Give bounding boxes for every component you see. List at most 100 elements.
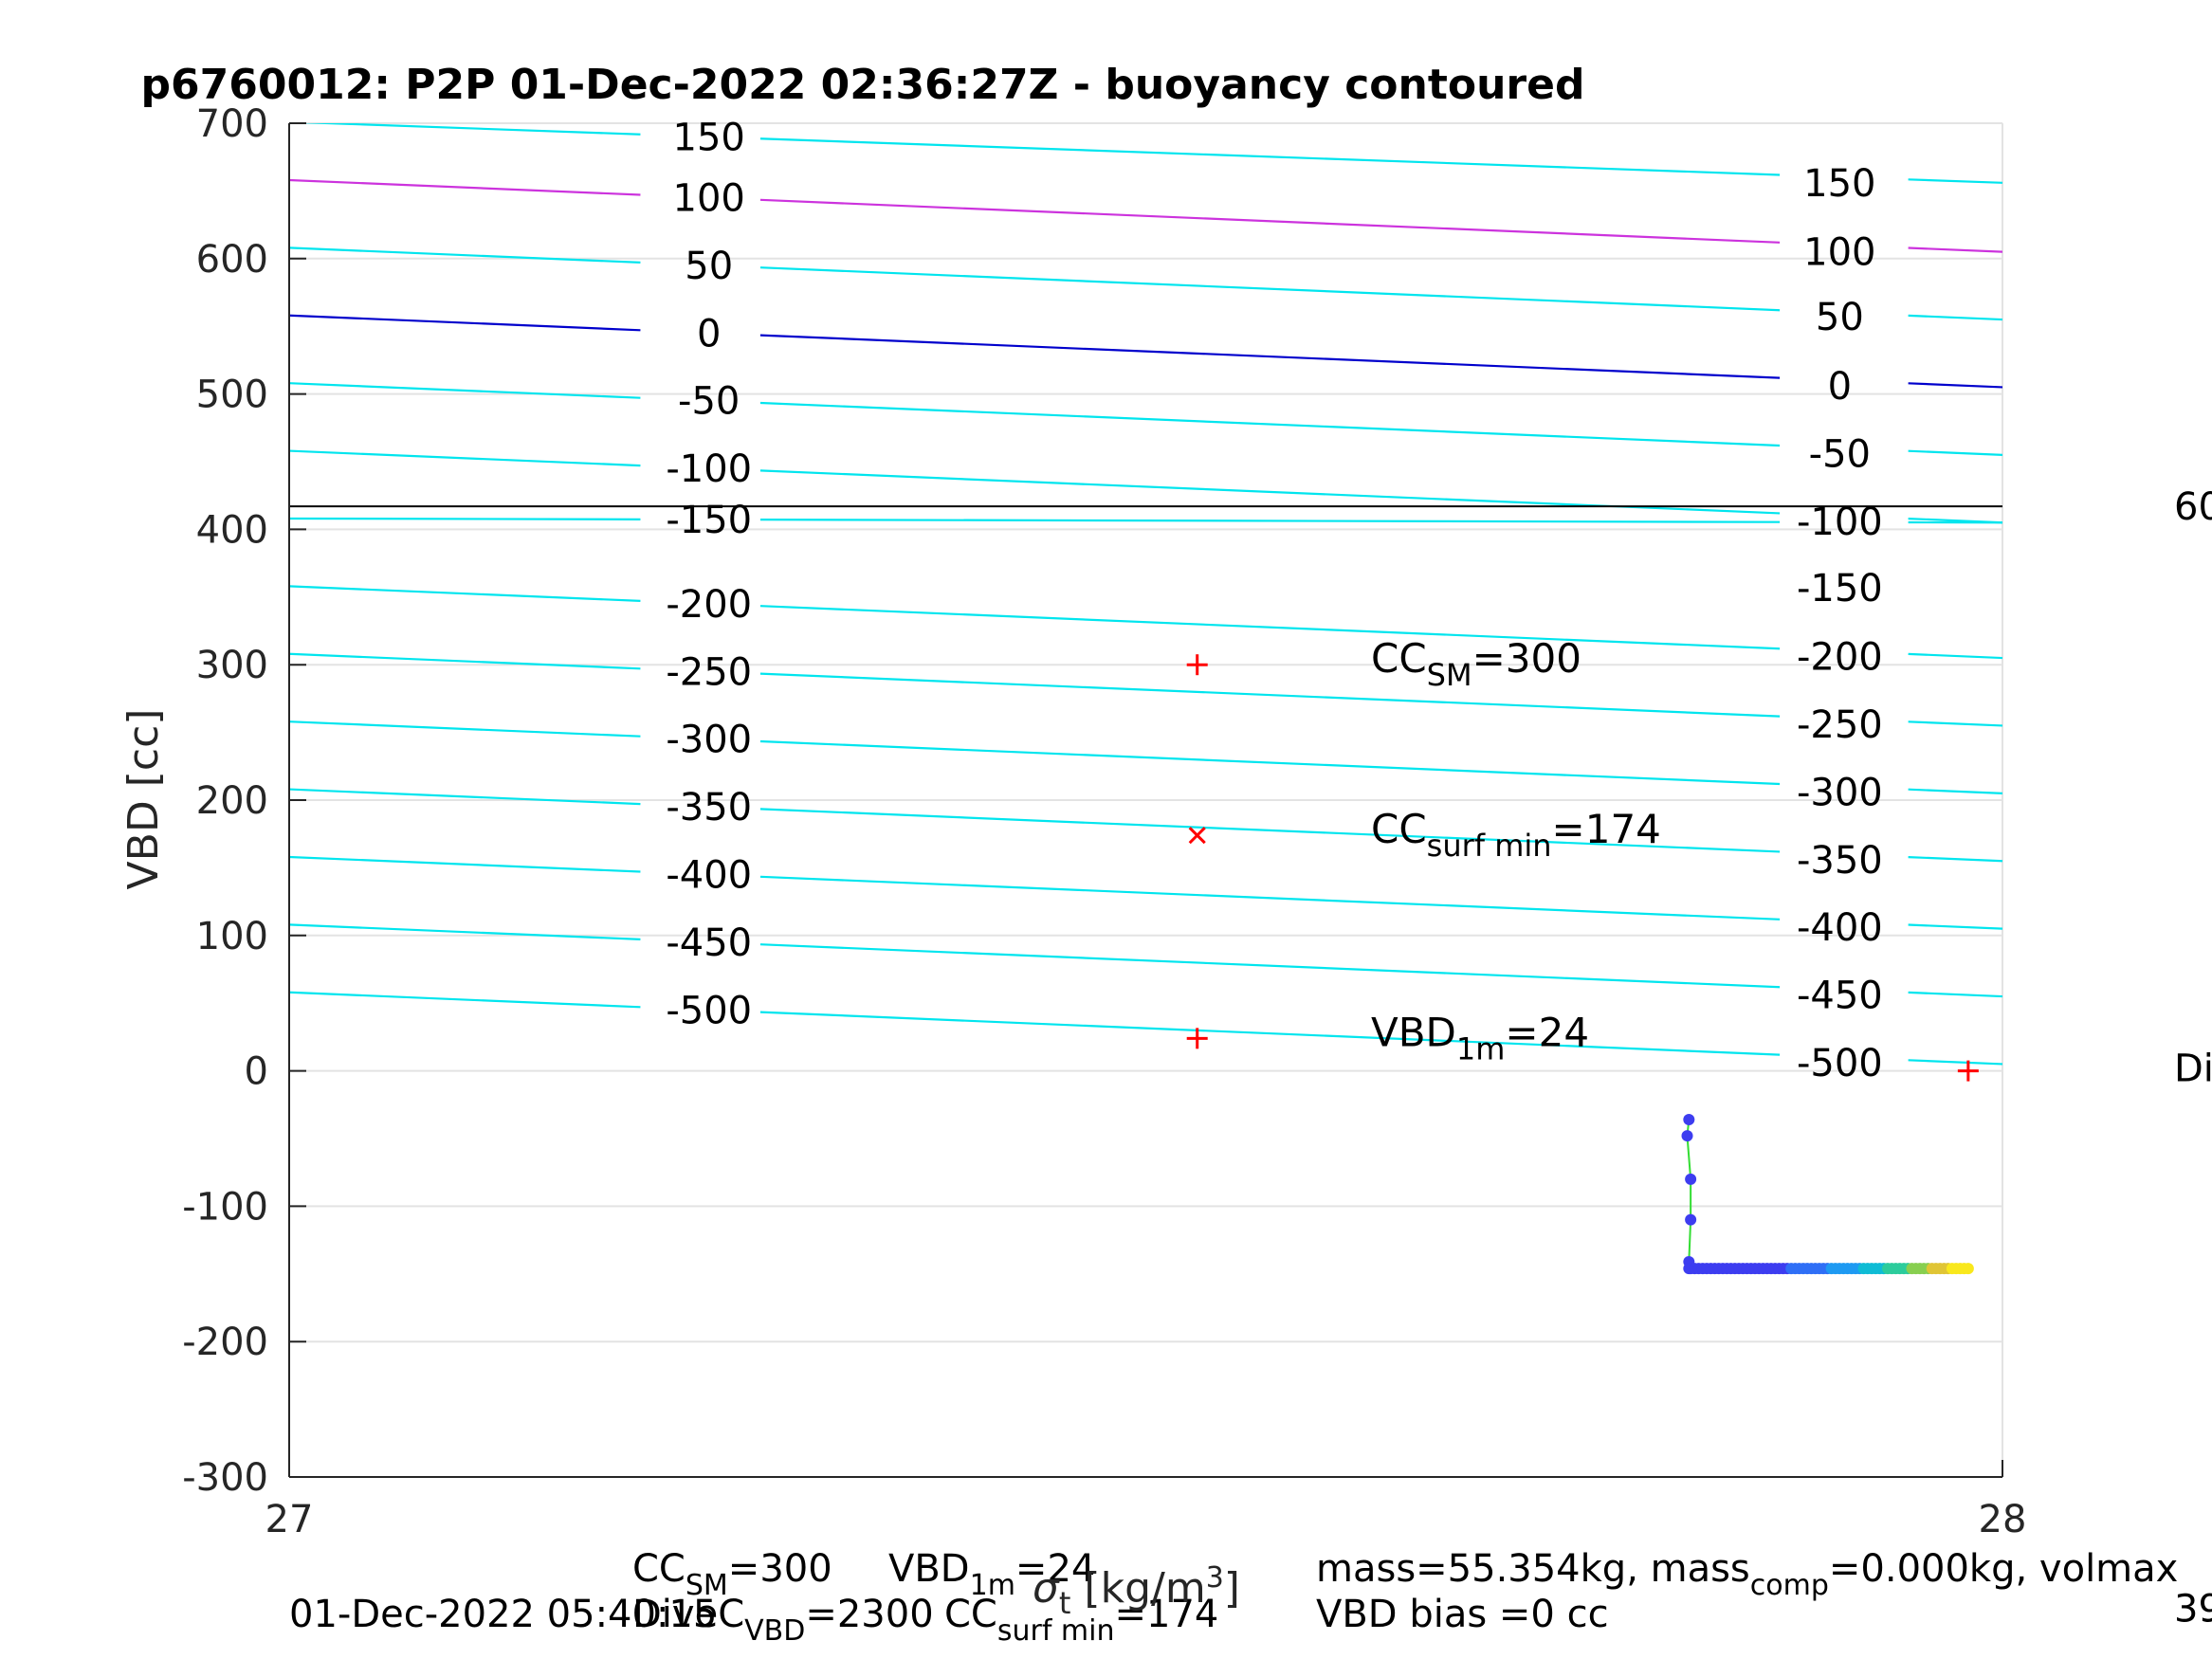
x-tick-label: 27 xyxy=(265,1498,314,1541)
footer-cc-sm: CCSM=300 xyxy=(632,1547,832,1602)
profile-point xyxy=(1681,1130,1693,1142)
contour-line--150 xyxy=(289,517,641,520)
clipped-right-label: 60 xyxy=(2174,485,2212,529)
contour-line--450 xyxy=(1908,991,2002,998)
contour-line--100 xyxy=(289,449,641,467)
contour-line--250 xyxy=(289,652,641,670)
contour-line--400 xyxy=(289,855,641,873)
contour-label-right: -500 xyxy=(1797,1042,1883,1085)
contour-label--400: -400 xyxy=(666,854,752,898)
contour-line--50 xyxy=(759,401,1781,447)
contour-line-50 xyxy=(759,266,1781,312)
footer-divec-vbd: DiveCVBD=2300 xyxy=(632,1593,934,1648)
footer-mass: mass=55.354kg, masscomp=0.000kg, volmax xyxy=(1316,1547,2178,1602)
contour-line--300 xyxy=(289,720,641,738)
contour-label-right: 0 xyxy=(1828,365,1852,409)
contour-label--200: -200 xyxy=(666,583,752,627)
marker-annotation: CCSM=300 xyxy=(1371,635,1581,693)
labels: VBD [cc] 60 Div 39 CCSM=300 VBD1m=24 mass=55.3… xyxy=(119,485,2212,1648)
clipped-right-label: 39 xyxy=(2174,1588,2212,1632)
contour-label-right: 100 xyxy=(1803,231,1875,275)
y-tick-label: 300 xyxy=(196,644,268,687)
y-tick-label: -100 xyxy=(182,1185,268,1229)
contour-label--500: -500 xyxy=(666,989,752,1032)
dive-profile xyxy=(1681,1114,1974,1275)
contour-line--50 xyxy=(1908,449,2002,456)
contour-line--300 xyxy=(759,739,1781,786)
profile-point xyxy=(1685,1213,1697,1226)
contour-label-right: -450 xyxy=(1797,975,1883,1018)
clipped-right-label: Div xyxy=(2174,1048,2212,1091)
profile-point xyxy=(1685,1173,1697,1185)
contour-line--350 xyxy=(1908,855,2002,863)
y-tick-label: 600 xyxy=(196,238,268,282)
contour-label-right: 50 xyxy=(1816,296,1864,339)
contour-line--150 xyxy=(759,519,1781,523)
contour-label--150: -150 xyxy=(666,499,752,542)
contour-line--200 xyxy=(289,585,641,602)
contour-label--250: -250 xyxy=(666,650,752,694)
contour-label-right: -350 xyxy=(1797,839,1883,883)
x-axis-label: σt [kg/m3] xyxy=(1033,1561,1240,1621)
footer-vbd-1m: VBD1m=24 xyxy=(888,1547,1095,1602)
contour-line-0 xyxy=(289,314,641,332)
y-tick-label: 0 xyxy=(245,1050,268,1094)
contour-line-50 xyxy=(289,246,641,264)
contour-line--450 xyxy=(289,923,641,940)
contour-label-right: -150 xyxy=(1797,567,1883,611)
contour-line-150 xyxy=(298,123,641,136)
marker-x xyxy=(1188,827,1206,845)
contour-line--500 xyxy=(1908,1059,2002,1066)
contour-label-right: -100 xyxy=(1797,501,1883,544)
y-tick-label: -300 xyxy=(182,1456,268,1500)
x-tick-label: 28 xyxy=(1979,1498,2027,1541)
y-tick-label: 700 xyxy=(196,102,268,146)
contour-label-50: 50 xyxy=(685,245,733,288)
contour-label--50: -50 xyxy=(678,380,740,424)
contour-line-100 xyxy=(1908,246,2002,253)
contour-label--100: -100 xyxy=(666,447,752,491)
contour-line--500 xyxy=(759,1011,1781,1056)
contour-line--400 xyxy=(1908,923,2002,930)
contour-label-0: 0 xyxy=(697,312,721,356)
contour-label-150: 150 xyxy=(673,116,745,159)
contour-line-0 xyxy=(1908,382,2002,389)
contour-line--400 xyxy=(759,875,1781,921)
contour-line-0 xyxy=(759,334,1781,379)
y-tick-label: 100 xyxy=(196,915,268,958)
y-tick-label: 200 xyxy=(196,779,268,823)
marker-annotation: CCsurf min=174 xyxy=(1371,806,1661,864)
contour-line--250 xyxy=(1908,720,2002,727)
chart-title: p6760012: P2P 01-Dec-2022 02:36:27Z - bu… xyxy=(141,61,1585,109)
y-tick-label: 400 xyxy=(196,508,268,552)
contour-line--350 xyxy=(759,808,1781,853)
contour-label-right: 150 xyxy=(1803,162,1875,206)
contour-label-right: -300 xyxy=(1797,771,1883,814)
contour-line--50 xyxy=(289,382,641,399)
contour-label--450: -450 xyxy=(666,921,752,965)
marker-points: CCSM=300 CCsurf min=174 VBD1m=24 xyxy=(1186,635,1979,1082)
contour-line--300 xyxy=(1908,788,2002,794)
contour-label-right: -250 xyxy=(1797,703,1883,747)
contour-line--500 xyxy=(289,991,641,1009)
contour-line--200 xyxy=(1908,652,2002,660)
contour-line--450 xyxy=(759,943,1781,989)
y-axis-label: VBD [cc] xyxy=(119,709,168,890)
profile-point xyxy=(1683,1114,1695,1126)
contour-line-150 xyxy=(1908,178,2002,184)
footer-date: 01-Dec-2022 05:40:15 xyxy=(289,1593,717,1636)
contour-label-right: -400 xyxy=(1797,906,1883,950)
marker-annotation: VBD1m=24 xyxy=(1371,1009,1589,1066)
contour-label--350: -350 xyxy=(666,786,752,830)
contour-label-right: -200 xyxy=(1797,636,1883,680)
contour-label-right: -50 xyxy=(1809,432,1871,476)
footer-cc-surf-min: CCsurf min=174 xyxy=(944,1593,1218,1648)
y-tick-label: 500 xyxy=(196,374,268,417)
contour-line-50 xyxy=(1908,314,2002,321)
y-tick-label: -200 xyxy=(182,1321,268,1364)
contour-line--200 xyxy=(759,605,1781,650)
contour-label-100: 100 xyxy=(673,177,745,221)
